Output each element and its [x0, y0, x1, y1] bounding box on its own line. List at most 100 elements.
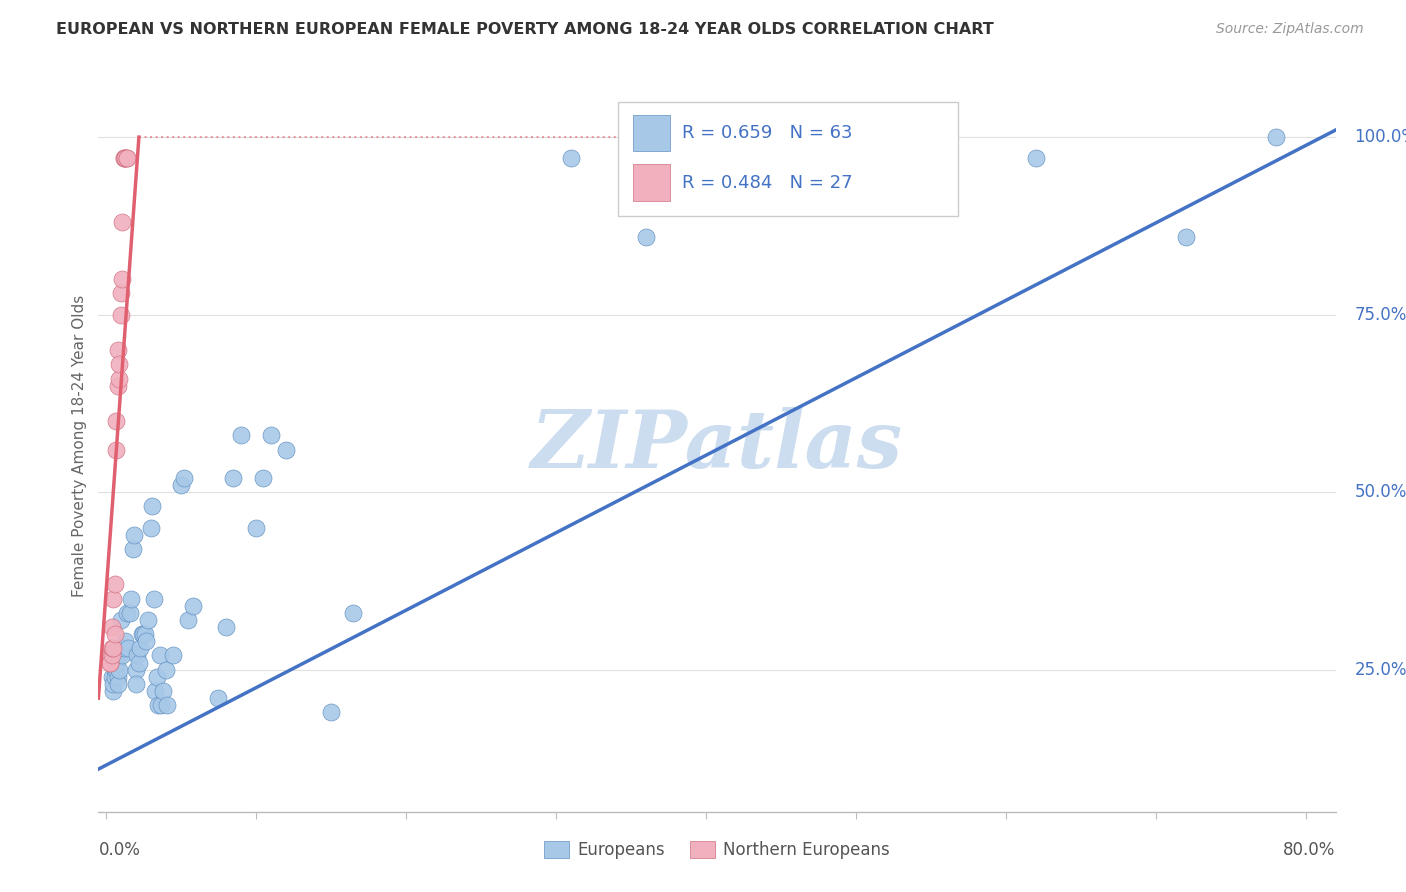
Point	[177, 613, 200, 627]
Point	[146, 670, 169, 684]
Point	[252, 471, 274, 485]
Point	[260, 428, 283, 442]
Point	[100, 648, 122, 663]
Point	[111, 272, 134, 286]
Point	[150, 698, 173, 713]
Point	[115, 152, 138, 166]
Point	[207, 691, 229, 706]
Y-axis label: Female Poverty Among 18-24 Year Olds: Female Poverty Among 18-24 Year Olds	[72, 295, 87, 597]
Point	[274, 442, 297, 457]
Point	[108, 663, 131, 677]
Text: EUROPEAN VS NORTHERN EUROPEAN FEMALE POVERTY AMONG 18-24 YEAR OLDS CORRELATION C: EUROPEAN VS NORTHERN EUROPEAN FEMALE POV…	[56, 22, 994, 37]
Text: ZIPatlas: ZIPatlas	[531, 408, 903, 484]
Point	[152, 684, 174, 698]
Point	[117, 641, 139, 656]
Point	[100, 656, 122, 670]
Point	[129, 641, 152, 656]
Text: 50.0%: 50.0%	[1354, 483, 1406, 501]
Bar	[633, 115, 671, 152]
Point	[103, 677, 125, 691]
Point	[222, 471, 245, 485]
Point	[108, 371, 131, 385]
Point	[120, 591, 142, 606]
Point	[101, 670, 124, 684]
Point	[342, 606, 364, 620]
Text: R = 0.484   N = 27: R = 0.484 N = 27	[682, 174, 853, 192]
FancyBboxPatch shape	[619, 103, 959, 216]
Text: R = 0.659   N = 63: R = 0.659 N = 63	[682, 124, 853, 142]
Point	[100, 656, 122, 670]
Point	[112, 641, 135, 656]
Point	[107, 670, 129, 684]
Point	[162, 648, 184, 663]
Point	[108, 648, 131, 663]
Point	[107, 343, 129, 358]
Point	[114, 152, 136, 166]
Point	[135, 634, 157, 648]
Point	[118, 606, 141, 620]
Point	[1025, 152, 1047, 166]
Point	[560, 152, 582, 166]
Point	[142, 591, 165, 606]
Text: 80.0%: 80.0%	[1284, 841, 1336, 859]
Point	[105, 663, 128, 677]
Point	[104, 663, 127, 677]
Text: Source: ZipAtlas.com: Source: ZipAtlas.com	[1216, 22, 1364, 37]
Text: 100.0%: 100.0%	[1354, 128, 1406, 146]
Legend: Europeans, Northern Europeans: Europeans, Northern Europeans	[537, 834, 897, 865]
Point	[181, 599, 204, 613]
Point	[634, 229, 657, 244]
Point	[319, 706, 342, 720]
Point	[122, 541, 145, 556]
Point	[131, 627, 153, 641]
Point	[104, 670, 127, 684]
Point	[110, 286, 132, 301]
Point	[124, 528, 146, 542]
Point	[103, 641, 125, 656]
Point	[105, 414, 128, 428]
Point	[145, 684, 167, 698]
Bar	[633, 164, 671, 201]
Point	[101, 620, 124, 634]
Point	[111, 215, 134, 229]
Point	[170, 478, 193, 492]
Point	[156, 698, 179, 713]
Point	[125, 833, 148, 847]
Point	[105, 442, 128, 457]
Point	[128, 656, 150, 670]
Point	[115, 606, 138, 620]
Point	[110, 613, 132, 627]
Point	[103, 591, 125, 606]
Text: 75.0%: 75.0%	[1354, 306, 1406, 324]
Point	[139, 521, 162, 535]
Point	[229, 428, 252, 442]
Point	[110, 641, 132, 656]
Point	[115, 152, 138, 166]
Point	[155, 663, 177, 677]
Point	[173, 471, 195, 485]
Point	[1174, 229, 1197, 244]
Point	[101, 648, 124, 663]
Point	[125, 677, 148, 691]
Point	[107, 677, 129, 691]
Point	[101, 641, 124, 656]
Point	[215, 620, 238, 634]
Point	[136, 613, 159, 627]
Point	[112, 152, 135, 166]
Point	[112, 152, 135, 166]
Point	[103, 684, 125, 698]
Point	[104, 577, 127, 591]
Point	[114, 634, 136, 648]
Point	[148, 698, 170, 713]
Point	[245, 521, 267, 535]
Point	[134, 627, 156, 641]
Point	[114, 152, 136, 166]
Point	[107, 378, 129, 392]
Point	[110, 308, 132, 322]
Point	[125, 663, 148, 677]
Point	[132, 627, 155, 641]
Point	[104, 627, 127, 641]
Point	[1264, 130, 1286, 145]
Point	[111, 648, 134, 663]
Text: 25.0%: 25.0%	[1354, 661, 1406, 679]
